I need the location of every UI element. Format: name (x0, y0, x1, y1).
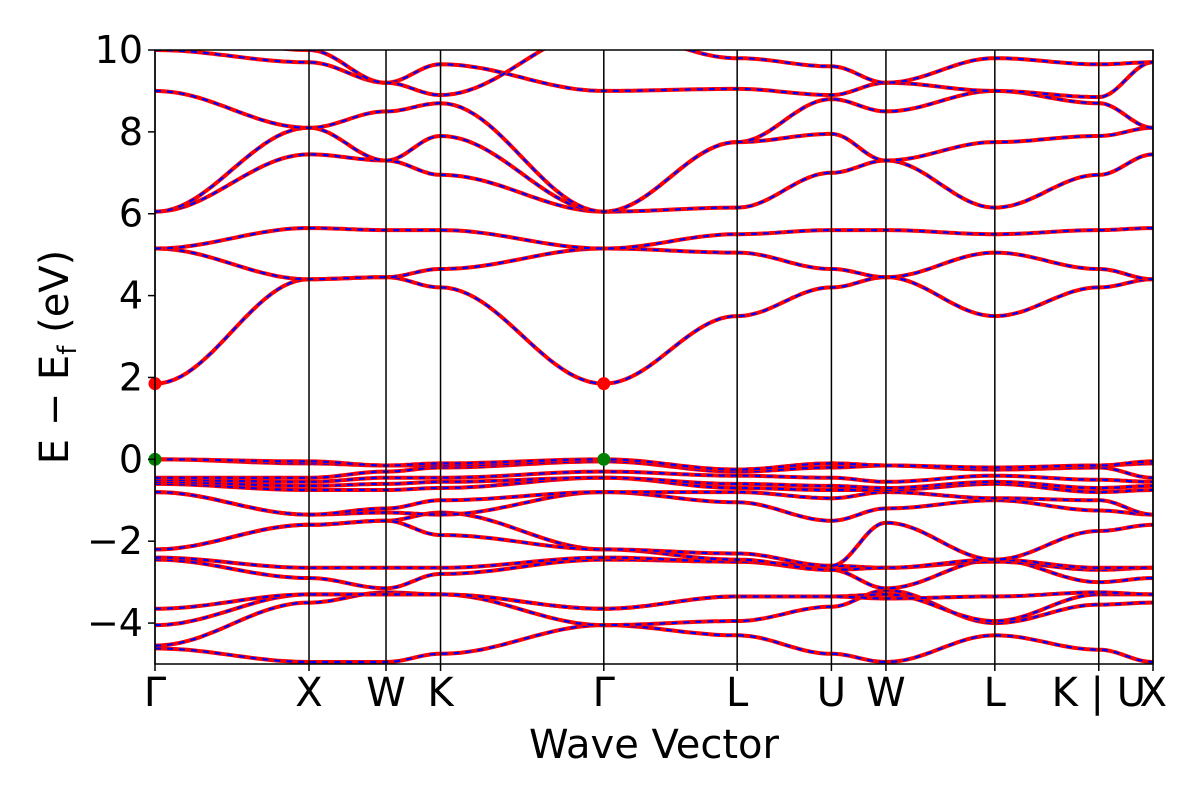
band-line-20 (155, 125, 1153, 214)
x-tick-label-0: Γ (144, 670, 167, 716)
band-line-21 (155, 88, 1153, 214)
band-line-16 (155, 275, 1153, 386)
band-line-dashed-13 (155, 460, 1153, 479)
y-axis-title-unit: (eV) (32, 250, 78, 346)
band-line-dashed-10 (155, 476, 1153, 494)
band-line-18 (155, 226, 1153, 251)
y-axis-title: E − Ef (eV) (32, 250, 83, 465)
y-tick-label-1: −2 (87, 519, 143, 563)
band-line-dashed-0 (155, 623, 1153, 664)
x-tick-label-3: K (427, 670, 455, 716)
band-line-3 (155, 590, 1153, 611)
y-ticks: −4 −2 0 2 4 6 8 10 (87, 28, 155, 645)
y-tick-label-0: −4 (87, 601, 143, 645)
band-line-dashed-19 (155, 153, 1153, 213)
band-line-17 (155, 246, 1153, 282)
band-line-dashed-4 (155, 558, 1153, 590)
y-tick-label-2: 0 (119, 437, 143, 481)
x-tick-label-2: W (366, 670, 406, 716)
x-tick-label-10: X (1140, 670, 1167, 716)
x-tick-label-7: W (866, 670, 906, 716)
plot-frame (154, 49, 1154, 665)
band-line-dashed-8 (155, 491, 1153, 522)
band-line-dashed-2 (155, 593, 1153, 627)
vbm-point-1 (597, 452, 611, 466)
x-axis-title: Wave Vector (529, 722, 780, 768)
band-line-dashed-11 (155, 476, 1153, 490)
band-line-19 (155, 152, 1153, 214)
y-tick-label-7: 10 (95, 28, 143, 72)
band-line-dashed-18 (155, 227, 1153, 250)
band-line-0 (155, 623, 1153, 664)
band-line-dashed-9 (155, 491, 1153, 516)
x-tick-label-9: K | U (1052, 670, 1146, 716)
y-tick-label-6: 8 (119, 110, 143, 154)
band-line-dashed-12 (155, 470, 1153, 483)
bands-layer (155, 50, 1153, 664)
y-tick-label-3: 2 (119, 355, 143, 399)
y-axis-title-main: E − E (32, 355, 78, 465)
y-tick-label-5: 6 (119, 192, 143, 236)
extrema-points (148, 377, 611, 466)
band-line-dashed-16 (155, 276, 1153, 385)
y-axis-title-sub: f (53, 345, 83, 355)
x-tick-label-5: L (726, 670, 749, 716)
band-line-dashed-15 (155, 458, 1153, 471)
y-tick-label-4: 4 (119, 274, 143, 318)
x-tick-label-6: U (817, 670, 846, 716)
band-line-dashed-3 (155, 591, 1153, 610)
cbm-point-1 (597, 377, 611, 391)
band-line-dashed-7 (155, 519, 1153, 567)
x-tick-label-1: X (295, 670, 322, 716)
band-line-4 (155, 557, 1153, 591)
x-tick-label-4: Γ (593, 670, 616, 716)
band-line-dashed-21 (155, 89, 1153, 213)
band-line-dashed-5 (155, 556, 1153, 572)
x-tick-label-8: L (984, 670, 1007, 716)
